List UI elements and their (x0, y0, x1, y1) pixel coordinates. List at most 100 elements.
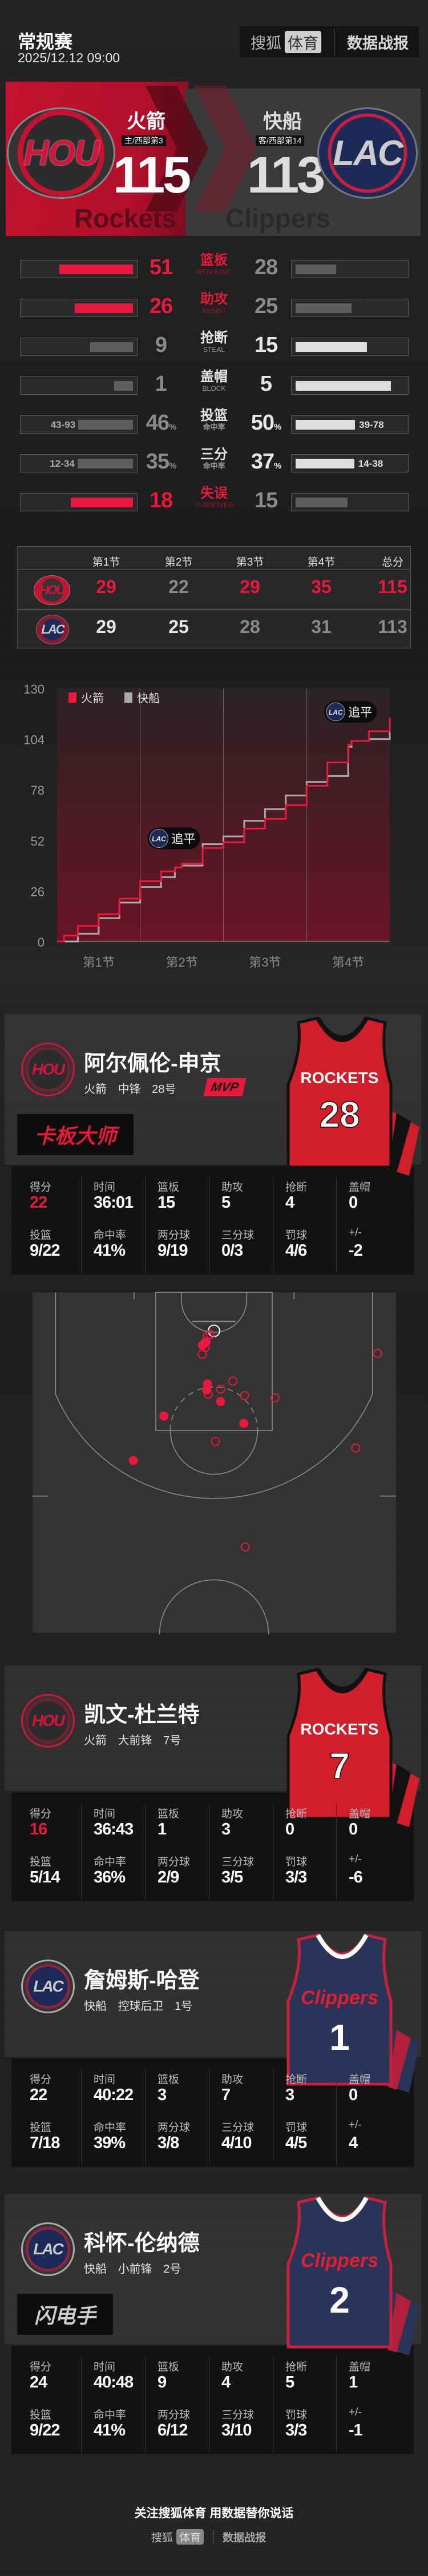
brand-sohu: 搜狐 (251, 34, 281, 52)
stat-value: 36% (94, 1868, 126, 1886)
home-watermark: Rockets (74, 203, 176, 233)
player-jersey-image: Clippers 2 (286, 2196, 419, 2355)
stat-label: 命中率 (94, 2409, 127, 2421)
away-stat-value: 15 (247, 333, 285, 358)
stat-value: 4 (221, 2373, 231, 2391)
stat-label: 助攻 (221, 1808, 244, 1820)
jersey-number: 28 (319, 1094, 360, 1135)
stat-label: 投篮 命中率 (185, 408, 243, 431)
stat-value: 9/19 (158, 1241, 188, 1260)
score-progress-chart: 0 26 52 78 104 130 第1节 第2节 第3节 第4节 火箭 快船 LAC 追平 LAC 追平 (23, 682, 391, 969)
stat-value: 0 (285, 1820, 294, 1838)
player-position: 控球后卫 (118, 2000, 164, 2013)
footer-brand-sohu: 搜狐 (151, 2531, 173, 2544)
quarter-header: 第2节 (164, 556, 193, 568)
stat-label: +/- (349, 2119, 362, 2131)
player-name: 凯文-杜兰特 (84, 1703, 200, 1727)
stat-value: 3 (221, 1820, 231, 1838)
stat-label: 篮板 REBOUND (185, 253, 243, 277)
away-stat-fill (296, 459, 354, 468)
stat-label-sub: 命中率 (203, 462, 225, 470)
jersey-number: 1 (329, 2017, 350, 2058)
made-shot-marker (128, 1456, 138, 1465)
stat-label: 三分 命中率 (185, 447, 243, 470)
quarter-header: 第1节 (92, 556, 120, 568)
stat-value: 1 (158, 1820, 167, 1838)
legend-label: 火箭 (81, 692, 104, 705)
stat-value: 4 (285, 1193, 294, 1212)
stat-value: 40:22 (94, 2086, 134, 2104)
stat-label: 盖帽 (349, 2074, 371, 2086)
away-stat-number: 25 (254, 294, 278, 318)
stat-value: 9/22 (30, 1241, 60, 1260)
tie-annotation: LAC 追平 (324, 701, 377, 723)
away-quarter-score: 31 (311, 616, 332, 637)
away-stat-value: 15 (247, 488, 285, 513)
versus-chevrons-icon (146, 86, 257, 211)
lac-logo-icon (149, 829, 168, 848)
home-shots-made: 43-93 (50, 419, 76, 430)
footer-brand-report: 数据战报 (223, 2531, 267, 2544)
player-team: 快船 (84, 2000, 107, 2013)
stat-value: 9/22 (30, 2421, 60, 2439)
free-throw-circle-dashed (169, 1386, 259, 1431)
player-team-logo: HOU (21, 1694, 75, 1748)
game-type: 常规赛 (18, 31, 73, 52)
stat-value: 3/10 (221, 2421, 252, 2439)
stat-value: 39% (94, 2134, 126, 2152)
stat-label-sub: TURNOVER (195, 501, 233, 509)
player-info: 快船 小前锋 2号 (84, 2259, 181, 2276)
home-stat-value: 18 (142, 488, 180, 513)
missed-shot-marker (240, 1391, 249, 1400)
jersey-shorts-stripe (388, 1113, 411, 1173)
brand-report: 数据战报 (347, 34, 409, 52)
away-stat-number: 28 (254, 255, 278, 279)
player-number: 1号 (175, 2000, 193, 2013)
stat-label: 篮板 (158, 2361, 180, 2373)
stat-label: 时间 (94, 1181, 116, 1193)
stat-divider (336, 1176, 337, 1273)
away-stat-bar: 39-78 (291, 415, 409, 434)
percent-sign: % (168, 422, 176, 432)
home-stat-bar (20, 376, 138, 395)
jersey-number: 2 (329, 2279, 350, 2321)
missed-shot-marker (373, 1349, 382, 1359)
annotation-text: 追平 (348, 706, 372, 719)
away-shots-made: 14-38 (358, 458, 383, 469)
stat-value: 41% (94, 1241, 126, 1260)
missed-shot-marker (351, 1443, 361, 1453)
stat-value: 1 (349, 2373, 358, 2391)
jersey-body (286, 1933, 393, 2086)
stat-divider (336, 2069, 337, 2166)
stat-label: 时间 (94, 1808, 116, 1820)
away-shots-made: 39-78 (359, 419, 384, 430)
away-stat-fill (296, 303, 352, 313)
stat-label: 两分球 (158, 1229, 191, 1241)
home-stat-fill (90, 342, 133, 352)
stat-label-sub: 命中率 (203, 423, 225, 431)
stat-value: 0 (349, 1193, 358, 1212)
y-tick-label: 0 (38, 935, 45, 950)
home-stat-bar: 43-93 (20, 415, 138, 434)
stat-label: 投篮 (30, 2122, 52, 2134)
jersey-body (286, 2196, 393, 2349)
stat-label: 罚球 (285, 2122, 308, 2134)
free-throw-circle-top (169, 1431, 259, 1475)
stat-label-cn: 抢断 (200, 330, 228, 346)
stat-value: 0 (349, 2086, 358, 2104)
stat-value: 3/3 (285, 2421, 307, 2439)
stat-value: 22 (30, 2086, 47, 2104)
stat-label: 盖帽 (349, 1181, 371, 1193)
away-stat-fill (296, 265, 336, 274)
stat-label: 助攻 (221, 1181, 244, 1193)
jersey-number: 7 (329, 1745, 350, 1786)
stat-label: 抢断 (285, 2361, 308, 2373)
home-quarter-score: 29 (96, 576, 116, 597)
annotation-team: LAC (152, 835, 166, 843)
player-name: 科怀-伦纳德 (84, 2232, 200, 2255)
x-tick-label: 第3节 (249, 955, 281, 969)
lac-logo-icon (326, 702, 345, 722)
stat-label: 得分 (30, 2361, 52, 2373)
stat-label: 投篮 (30, 2409, 52, 2421)
stat-label: 盖帽 (349, 1808, 371, 1820)
